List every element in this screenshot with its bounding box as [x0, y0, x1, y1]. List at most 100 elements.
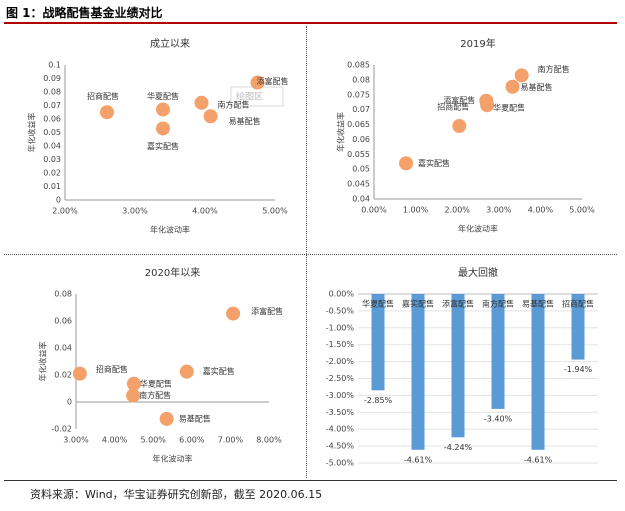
scatter-point	[126, 376, 141, 391]
scatter-point	[480, 98, 495, 113]
chart-title: 2019年	[460, 37, 495, 50]
point-label: 华夏配售	[140, 378, 172, 388]
scatter-point	[179, 364, 194, 379]
point-label: 嘉实配售	[418, 158, 450, 168]
point-label: 南方配售	[139, 390, 171, 400]
category-label: 华夏配售	[362, 299, 394, 309]
y-tick-label: -4.00%	[326, 425, 355, 434]
y-tick-label: 0.06	[352, 135, 370, 144]
scatter-chart-2019: 2019年 0.04 0.045 0.05 0.055 0.06 0.065 0.07 0.07…	[336, 37, 596, 234]
data-label: -4.61%	[404, 455, 433, 464]
x-tick-label: 3.00%	[486, 206, 512, 215]
y-tick-label: -1.00%	[326, 323, 355, 332]
y-tick-label: 0.05	[43, 128, 61, 137]
point-label: 招商配售	[87, 91, 119, 101]
scatter-point	[226, 306, 241, 321]
scatter-point	[156, 102, 170, 117]
category-label: 招商配售	[562, 299, 594, 309]
bar-chart-max-drawdown: 最大回撤 0.00% -0.50% -1.00% -1.50% -2.00% -2.50% -…	[326, 266, 598, 468]
y-tick-label: 0.09	[43, 74, 61, 83]
point-label: 添富配售	[251, 306, 283, 316]
scatter-point	[159, 411, 174, 426]
y-tick-label: -3.00%	[326, 391, 355, 400]
chart-title: 2020年以来	[145, 266, 200, 279]
point-label: 华夏配售	[493, 103, 525, 113]
scatter-point	[156, 121, 170, 136]
y-tick-label: 0.06	[54, 317, 72, 326]
x-tick-label: 4.00%	[192, 207, 218, 216]
category-label: 嘉实配售	[402, 299, 434, 309]
scatter-chart-since-2020: 2020年以来 -0.02 0 0.02 0.04 0.06 0.08 3.00% 4.00% 5…	[38, 266, 284, 464]
y-tick-label: 0.06	[43, 115, 61, 124]
data-label: -4.61%	[524, 455, 553, 464]
chart-title: 最大回撤	[458, 266, 498, 279]
y-tick-label: 0.055	[347, 150, 370, 159]
y-tick-label: -2.00%	[326, 357, 355, 366]
x-tick-label: 5.00%	[569, 206, 595, 215]
point-label: 易基配售	[521, 82, 553, 92]
y-tick-label: 0.1	[48, 61, 61, 70]
y-tick-label: 0	[56, 196, 61, 205]
x-tick-label: 4.00%	[102, 436, 128, 445]
point-label: 易基配售	[229, 116, 261, 126]
point-label: 华夏配售	[147, 91, 179, 101]
plot-area-tooltip: 绘图区	[236, 91, 263, 103]
scatter-point	[126, 388, 141, 403]
y-axis-title: 年化收益率	[27, 113, 37, 153]
y-tick-label: -1.50%	[326, 340, 355, 349]
point-label: 招商配售	[96, 364, 128, 374]
category-label: 南方配售	[482, 299, 514, 309]
point-label: 南方配售	[538, 64, 570, 74]
x-axis-title: 年化波动率	[153, 454, 193, 464]
y-tick-label: 0.065	[347, 120, 370, 129]
y-tick-label: -0.50%	[326, 306, 355, 315]
x-tick-label: 7.00%	[218, 436, 244, 445]
data-label: -2.85%	[364, 396, 393, 405]
y-tick-label: 0.04	[54, 344, 72, 353]
x-tick-label: 3.00%	[63, 436, 89, 445]
y-tick-label: 0.08	[43, 88, 61, 97]
x-tick-label: 0.00%	[361, 206, 387, 215]
data-label: -3.40%	[484, 414, 513, 423]
y-axis-title: 年化收益率	[336, 112, 346, 152]
point-label: 招商配售	[437, 102, 469, 112]
category-label: 添富配售	[442, 299, 474, 309]
source-note: 资料来源：Wind，华宝证券研究创新部，截至 2020.06.15	[30, 488, 323, 501]
x-tick-label: 5.00%	[140, 436, 166, 445]
scatter-point	[399, 156, 414, 171]
y-tick-label: 0.03	[43, 155, 61, 164]
y-tick-label: 0.00%	[329, 290, 355, 299]
scatter-point	[514, 68, 529, 83]
x-tick-label: 2.00%	[52, 207, 78, 216]
y-tick-label: 0.045	[347, 180, 370, 189]
y-tick-label: -5.00%	[326, 459, 355, 468]
x-tick-label: 1.00%	[403, 206, 429, 215]
x-tick-label: 6.00%	[179, 436, 205, 445]
scatter-point	[452, 119, 467, 134]
scatter-point	[505, 79, 520, 94]
y-tick-label: 0.01	[43, 182, 61, 191]
y-tick-label: 0.02	[54, 371, 72, 380]
y-tick-label: 0.07	[352, 105, 370, 114]
panel-divider-horizontal	[4, 254, 617, 255]
y-tick-label: 0.08	[352, 75, 370, 84]
bar	[451, 294, 465, 438]
scatter-point	[194, 95, 209, 110]
point-label: 添富配售	[257, 76, 289, 86]
point-label: 嘉实配售	[147, 141, 179, 151]
bar	[571, 294, 585, 360]
x-tick-label: 8.00%	[256, 436, 282, 445]
bar	[371, 294, 385, 391]
y-tick-label: 0.02	[43, 169, 61, 178]
x-tick-label: 4.00%	[528, 206, 554, 215]
y-tick-label: 0.04	[352, 195, 370, 204]
bar	[411, 294, 425, 450]
x-tick-label: 2.00%	[444, 206, 470, 215]
title-rule	[4, 22, 617, 24]
y-tick-label: 0.07	[43, 101, 61, 110]
y-tick-label: -3.50%	[326, 408, 355, 417]
panel-divider-vertical	[306, 26, 307, 478]
y-tick-label: -4.50%	[326, 442, 355, 451]
category-label: 易基配售	[522, 299, 554, 309]
y-tick-label: -2.50%	[326, 374, 355, 383]
